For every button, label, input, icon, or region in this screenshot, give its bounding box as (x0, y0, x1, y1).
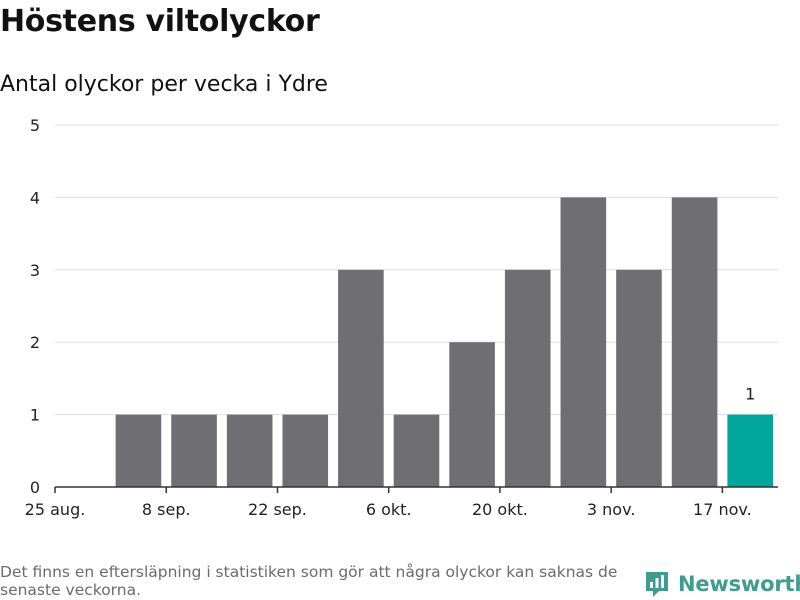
y-tick-label: 0 (30, 478, 40, 497)
bar (226, 414, 273, 487)
y-tick-label: 3 (30, 261, 40, 280)
footnote: Det finns en eftersläpning i statistiken… (0, 563, 618, 599)
x-tick-label: 6 okt. (366, 500, 412, 519)
bar-chart: 0 1 2 3 4 5 1 25 aug. 8 sep. 22 sep. 6 okt. 20 okt.… (25, 116, 778, 519)
newsworthy-logo-icon (646, 572, 668, 597)
brand: Newsworthy (644, 570, 800, 598)
bar (560, 197, 607, 487)
bar (449, 342, 495, 487)
bar (616, 269, 662, 487)
x-tick-label: 8 sep. (142, 500, 191, 519)
x-tick-label: 3 nov. (587, 500, 636, 519)
brand-name: Newsworthy (678, 572, 800, 596)
data-label: 1 (745, 385, 755, 404)
y-tick-label: 4 (30, 188, 40, 207)
bar (671, 197, 718, 487)
bar (393, 414, 440, 487)
chart-title: Höstens viltolyckor (0, 4, 320, 39)
bar (115, 414, 162, 487)
bar (338, 269, 384, 487)
x-tick-label: 20 okt. (472, 500, 528, 519)
x-tick-label: 25 aug. (25, 500, 86, 519)
y-tick-label: 1 (30, 406, 40, 425)
bar-highlighted (727, 414, 773, 487)
chart-subtitle: Antal olyckor per vecka i Ydre (0, 72, 328, 97)
y-tick-label: 5 (30, 116, 40, 135)
bar (504, 269, 551, 487)
bar (282, 414, 329, 487)
y-tick-label: 2 (30, 333, 40, 352)
x-tick-label: 22 sep. (248, 500, 307, 519)
x-tick-label: 17 nov. (693, 500, 752, 519)
bar (171, 414, 217, 487)
